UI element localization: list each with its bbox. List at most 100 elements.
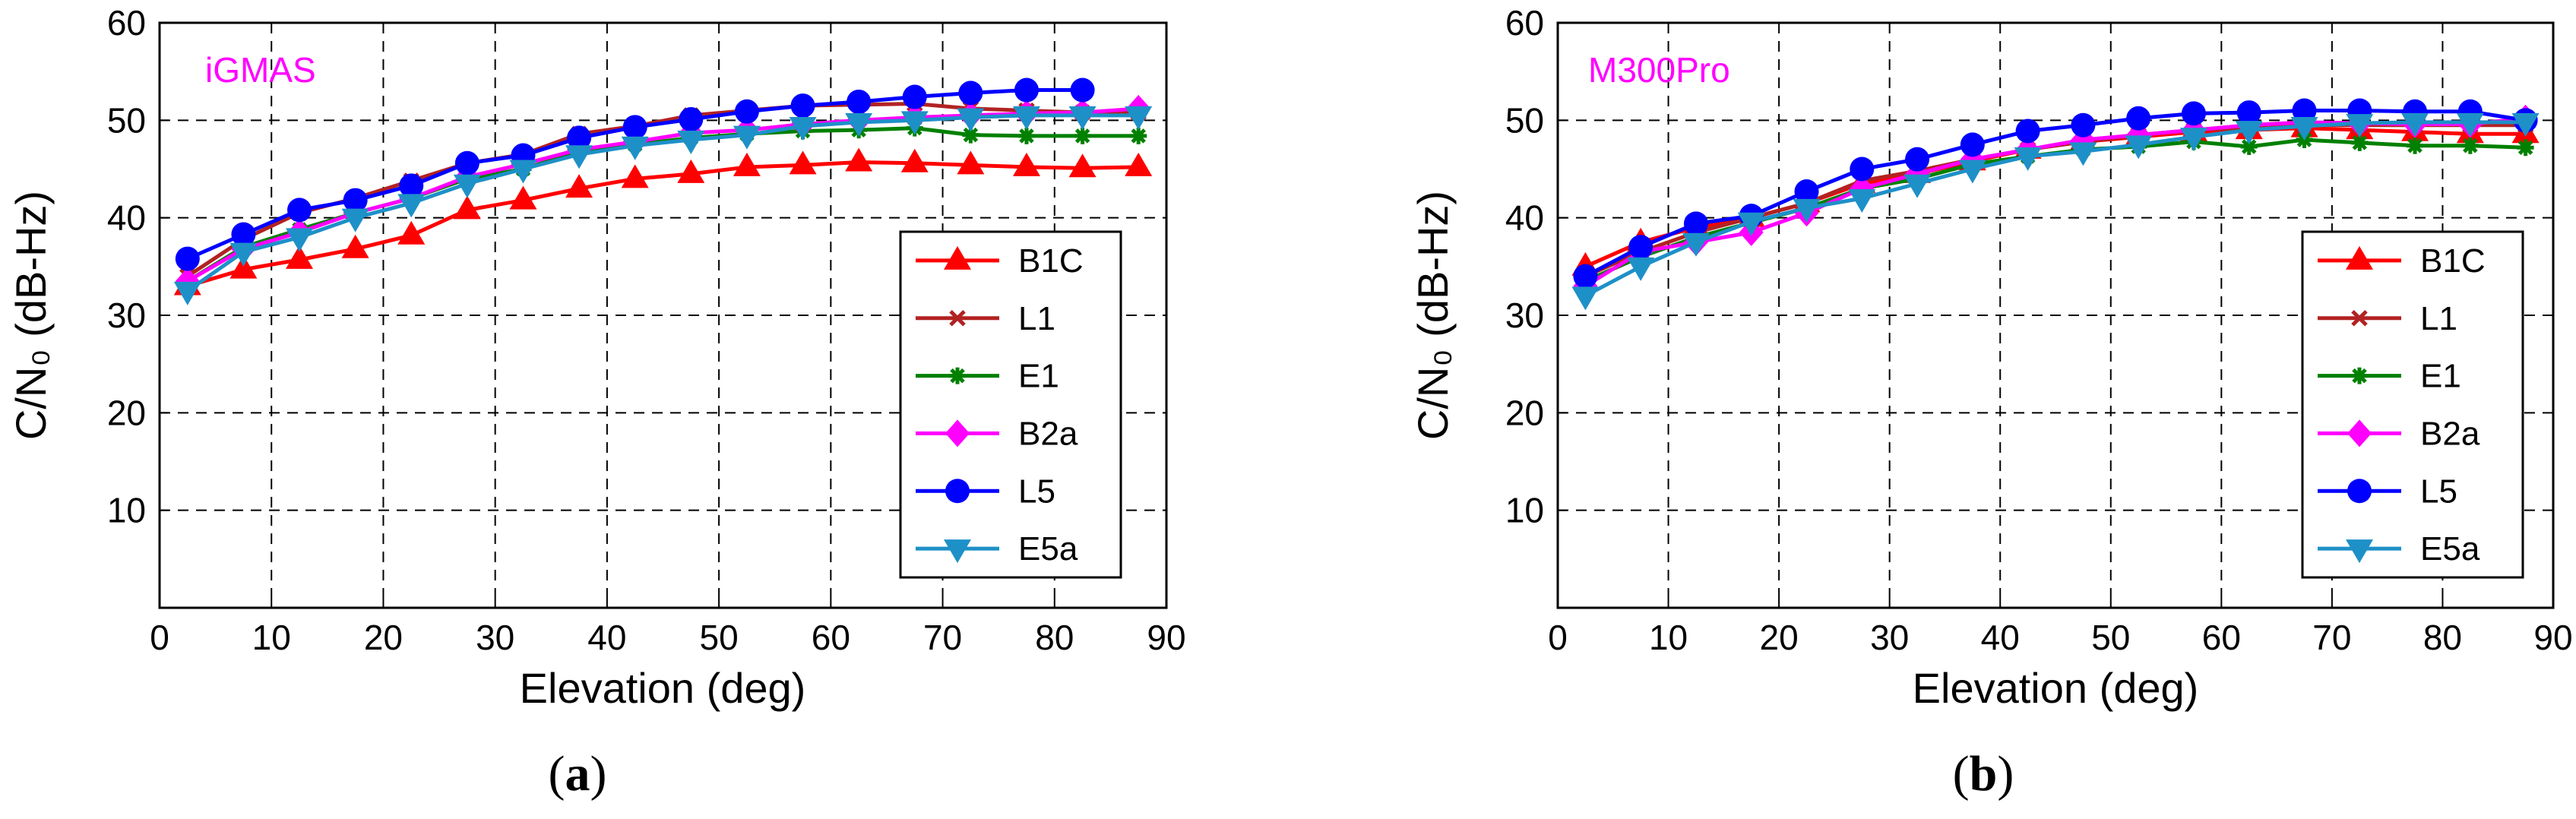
x-axis-label: Elevation (deg) bbox=[520, 664, 806, 712]
data-point-b1c bbox=[957, 150, 985, 175]
y-tick-label: 50 bbox=[107, 100, 146, 140]
data-point-b1c bbox=[229, 255, 258, 279]
legend-label-e5a: E5a bbox=[1018, 530, 1078, 568]
legend-label-l1: L1 bbox=[1018, 300, 1055, 337]
x-tick-label: 0 bbox=[1548, 618, 1568, 657]
data-point-e5a bbox=[1627, 257, 1655, 281]
legend-label-b2a: B2a bbox=[2420, 415, 2480, 452]
data-point-l5 bbox=[902, 84, 927, 109]
data-point-l5 bbox=[343, 188, 368, 213]
x-tick-label: 0 bbox=[150, 618, 169, 657]
x-tick-label: 20 bbox=[1760, 618, 1799, 657]
data-point-l5 bbox=[287, 198, 312, 223]
data-point-b1c bbox=[1125, 152, 1153, 176]
legend-marker-l1 bbox=[949, 309, 966, 327]
y-tick-label: 10 bbox=[1505, 491, 1544, 530]
data-point-l5 bbox=[231, 222, 256, 247]
legend-label-l1: L1 bbox=[2420, 300, 2457, 337]
data-point-l5 bbox=[1573, 264, 1598, 289]
legend-label-l5: L5 bbox=[1018, 473, 1055, 510]
data-point-e5a bbox=[173, 281, 201, 305]
data-point-l5 bbox=[175, 246, 200, 271]
data-point-l5 bbox=[1070, 77, 1095, 103]
data-point-e5a bbox=[900, 111, 929, 135]
legend-marker-l1 bbox=[2351, 309, 2368, 327]
data-point-l5 bbox=[2071, 112, 2096, 138]
data-point-b1c bbox=[286, 245, 314, 269]
data-point-e5a bbox=[2290, 117, 2318, 141]
y-tick-label: 60 bbox=[107, 3, 146, 43]
x-tick-label: 40 bbox=[587, 618, 626, 657]
data-point-e5a bbox=[733, 125, 761, 150]
data-point-b1c bbox=[845, 147, 873, 172]
data-point-l5 bbox=[1628, 235, 1654, 260]
legend-box bbox=[2301, 230, 2524, 579]
legend: B1C L1 E1 B2a L5 E5a bbox=[2301, 230, 2524, 579]
legend-box bbox=[899, 230, 1122, 579]
legend-label-l5: L5 bbox=[2420, 473, 2457, 510]
x-tick-label: 50 bbox=[2091, 618, 2130, 657]
x-tick-label: 80 bbox=[1035, 618, 1074, 657]
data-point-e5a bbox=[2179, 128, 2207, 152]
y-tick-label: 40 bbox=[107, 198, 146, 238]
x-tick-label: 20 bbox=[364, 618, 403, 657]
x-tick-label: 10 bbox=[1649, 618, 1688, 657]
data-point-e5a bbox=[1848, 189, 1876, 213]
y-tick-label: 60 bbox=[1505, 3, 1544, 43]
y-tick-label: 50 bbox=[1505, 100, 1544, 140]
data-point-e5a bbox=[1012, 106, 1040, 130]
data-point-e5a bbox=[845, 112, 873, 137]
y-tick-label: 40 bbox=[1505, 198, 1544, 238]
legend-marker-l5 bbox=[2347, 479, 2372, 504]
data-point-b1c bbox=[733, 152, 761, 176]
x-tick-label: 30 bbox=[476, 618, 514, 657]
ticks: 0 10 20 30 40 50 60 70 80 90 10 20 30 40 50 60 bbox=[107, 3, 1186, 657]
legend: B1C L1 E1 B2a L5 E5a bbox=[899, 230, 1122, 579]
legend-marker-e1 bbox=[949, 367, 966, 384]
data-point-e1 bbox=[2461, 137, 2479, 154]
data-point-e5a bbox=[1904, 174, 1932, 198]
data-point-e5a bbox=[2401, 112, 2429, 137]
legend-label-e5a: E5a bbox=[2420, 530, 2480, 568]
data-point-e5a bbox=[957, 108, 985, 132]
x-tick-label: 70 bbox=[923, 618, 962, 657]
data-point-e5a bbox=[2069, 142, 2097, 166]
data-point-e5a bbox=[2235, 121, 2263, 145]
legend-marker-e5a bbox=[944, 539, 971, 564]
data-point-l5 bbox=[1905, 147, 1930, 172]
data-point-b1c bbox=[397, 220, 426, 245]
panel-annotation: iGMAS bbox=[205, 50, 316, 90]
data-point-l5 bbox=[454, 150, 479, 176]
data-point-e1 bbox=[2407, 137, 2424, 154]
data-point-l5 bbox=[847, 89, 872, 114]
series-line-e5a bbox=[1584, 120, 2526, 298]
legend-marker-b1c bbox=[2346, 245, 2373, 270]
data-point-b1c bbox=[677, 159, 705, 183]
data-point-e1 bbox=[1074, 127, 1091, 144]
data-point-e5a bbox=[1737, 212, 1765, 236]
data-point-e5a bbox=[789, 117, 817, 141]
y-axis-label: C/N₀ (dB-Hz) bbox=[1409, 191, 1457, 440]
legend-marker-e1 bbox=[2351, 367, 2368, 384]
data-point-b1c bbox=[789, 150, 817, 175]
x-tick-label: 10 bbox=[252, 618, 291, 657]
panel-annotation: M300Pro bbox=[1588, 50, 1730, 90]
x-tick-label: 90 bbox=[2533, 618, 2572, 657]
data-point-l5 bbox=[2236, 100, 2261, 125]
x-tick-label: 90 bbox=[1147, 618, 1185, 657]
data-point-l5 bbox=[1014, 77, 1039, 103]
data-point-e5a bbox=[229, 242, 258, 267]
data-point-l5 bbox=[1960, 132, 1985, 157]
x-axis-label: Elevation (deg) bbox=[1913, 664, 2199, 712]
x-tick-label: 50 bbox=[700, 618, 739, 657]
y-tick-label: 30 bbox=[107, 296, 146, 335]
data-point-e5a bbox=[286, 228, 314, 252]
data-point-l5 bbox=[2292, 98, 2317, 123]
series-line-e5a bbox=[186, 113, 1139, 292]
data-point-e5a bbox=[2511, 112, 2540, 137]
data-point-l5 bbox=[958, 81, 983, 106]
data-point-e1 bbox=[962, 126, 979, 144]
data-point-e5a bbox=[397, 194, 426, 218]
